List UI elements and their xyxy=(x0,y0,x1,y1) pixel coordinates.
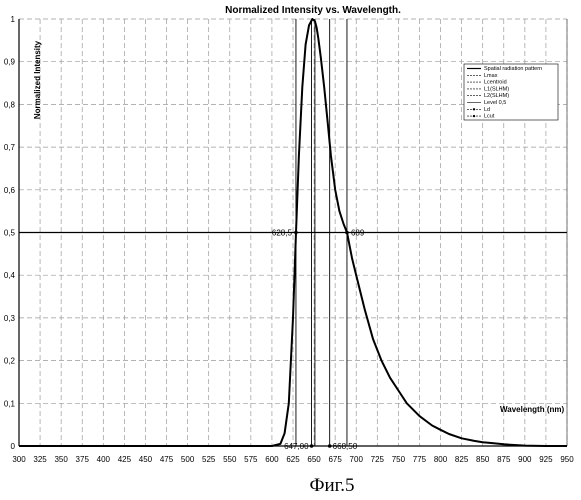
y-tick-label: 0,5 xyxy=(4,229,16,238)
x-tick-label: 800 xyxy=(434,455,448,464)
x-tick-label: 475 xyxy=(160,455,174,464)
annotation-bottom-left: 647,00 xyxy=(284,442,309,451)
y-tick-labels: 0 0,1 0,2 0,3 0,4 0,5 0,6 0,7 0,8 0,9 1 xyxy=(4,15,16,451)
legend-marker xyxy=(473,115,475,117)
x-tick-label: 350 xyxy=(54,455,68,464)
x-tick-label: 550 xyxy=(223,455,237,464)
x-tick-label: 925 xyxy=(539,455,553,464)
x-axis-label: Wavelength (nm) xyxy=(500,405,564,414)
annotation-bottom-right: 668,50 xyxy=(333,442,358,451)
y-tick-label: 0,2 xyxy=(4,357,16,366)
annotation-half-right: 689 xyxy=(351,229,365,238)
x-tick-label: 750 xyxy=(392,455,406,464)
x-tick-label: 525 xyxy=(202,455,216,464)
y-tick-label: 0,3 xyxy=(4,314,16,323)
x-tick-label: 300 xyxy=(12,455,26,464)
x-tick-label: 450 xyxy=(139,455,153,464)
legend-label: Lcentroid xyxy=(484,80,507,86)
legend-label: L1(SLHM) xyxy=(484,86,509,92)
y-tick-label: 0,6 xyxy=(4,186,16,195)
x-tick-label: 725 xyxy=(371,455,385,464)
x-tick-label: 650 xyxy=(307,455,321,464)
legend-box xyxy=(464,64,558,120)
x-tick-label: 575 xyxy=(244,455,258,464)
bottom-point-right xyxy=(328,444,332,448)
x-tick-label: 500 xyxy=(181,455,195,464)
y-tick-label: 0,4 xyxy=(4,271,16,280)
half-max-point-right xyxy=(345,231,349,235)
x-tick-label: 700 xyxy=(350,455,364,464)
x-tick-label: 600 xyxy=(265,455,279,464)
figure-caption: Фиг.5 xyxy=(309,475,354,496)
legend-label: Level 0,5 xyxy=(484,100,506,106)
y-tick-label: 0 xyxy=(11,442,16,451)
half-max-point-left xyxy=(294,231,298,235)
legend-marker xyxy=(473,108,475,110)
x-tick-label: 625 xyxy=(286,455,300,464)
x-tick-labels: 300 325 350 375 400 425 450 475 500 525 550 575 600 6… xyxy=(12,455,574,464)
x-tick-label: 400 xyxy=(97,455,111,464)
x-tick-label: 875 xyxy=(497,455,511,464)
y-axis-label: Normalized Intensity xyxy=(33,40,42,119)
legend-label: Lcut xyxy=(484,114,495,120)
y-tick-label: 0,7 xyxy=(4,143,16,152)
legend-label: Lmax xyxy=(484,73,498,79)
y-tick-label: 0,9 xyxy=(4,58,16,67)
x-tick-label: 775 xyxy=(413,455,427,464)
legend-label: Spatial radiation pattern xyxy=(484,66,542,72)
chart-title: Normalized Intensity vs. Wavelength. xyxy=(225,5,401,16)
legend-label: L2(SLHM) xyxy=(484,93,509,99)
x-tick-label: 425 xyxy=(118,455,132,464)
x-tick-label: 325 xyxy=(33,455,47,464)
x-tick-label: 675 xyxy=(328,455,342,464)
x-tick-label: 375 xyxy=(76,455,90,464)
x-tick-label: 900 xyxy=(518,455,532,464)
annotation-half-left: 628,5 xyxy=(272,229,293,238)
y-tick-label: 0,8 xyxy=(4,100,16,109)
y-tick-label: 0,1 xyxy=(4,399,16,408)
bottom-point-left xyxy=(310,444,314,448)
legend: Spatial radiation patternLmaxLcentroidL1… xyxy=(464,64,558,120)
x-tick-label: 850 xyxy=(476,455,490,464)
y-tick-label: 1 xyxy=(11,15,16,24)
x-tick-label: 825 xyxy=(455,455,469,464)
legend-label: Ld xyxy=(484,107,490,113)
x-tick-label: 950 xyxy=(560,455,574,464)
